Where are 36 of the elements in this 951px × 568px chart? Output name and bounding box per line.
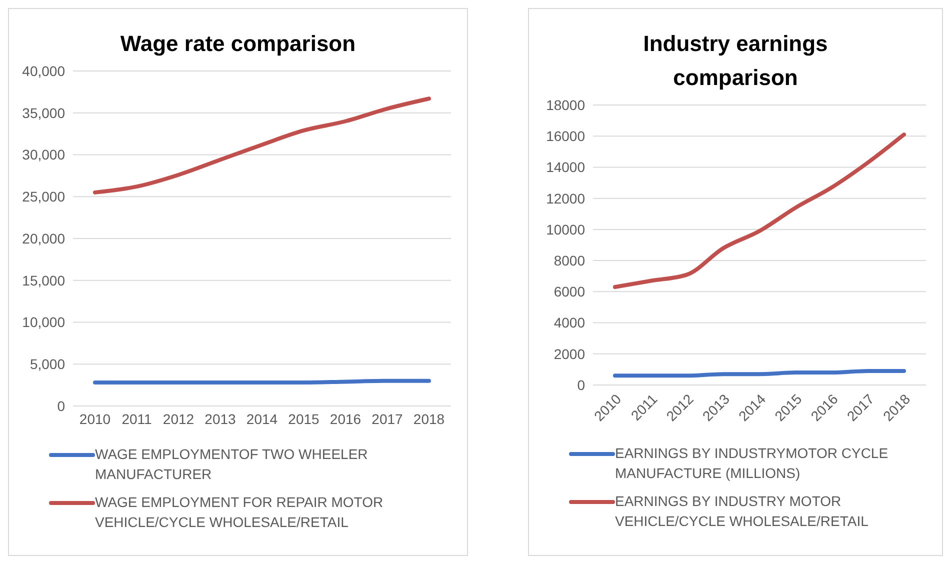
y-tick-label: 0 — [577, 376, 586, 393]
line-series — [93, 96, 431, 194]
y-tick-label: 15,000 — [22, 272, 66, 288]
y-tick-label: 2000 — [554, 346, 586, 362]
x-tick-label: 2018 — [413, 410, 445, 427]
legend-label: EARNINGS BY INDUSTRY MOTOR VEHICLE/CYCLE WHOLESALE/RETAIL — [615, 492, 870, 531]
legend-label: WAGE EMPLOYMENTOF TWO WHEELER MANUFACTURER — [95, 445, 369, 484]
y-tick-label: 6000 — [554, 284, 586, 300]
x-tick-label: 2010 — [79, 410, 111, 427]
y-tick-label: 40,000 — [22, 62, 66, 79]
y-tick-label: 35,000 — [22, 104, 66, 121]
y-tick-label: 30,000 — [22, 146, 66, 163]
y-tick-label: 0 — [57, 398, 66, 414]
x-tick-label: 2013 — [204, 410, 236, 427]
y-tick-label: 20,000 — [22, 230, 66, 246]
y-tick-label: 8000 — [554, 252, 586, 269]
x-tick-label: 2017 — [372, 410, 404, 427]
y-tick-label: 25,000 — [22, 188, 66, 205]
chart-title: Wage rate comparison — [119, 30, 357, 58]
y-tick-label: 5,000 — [30, 356, 66, 372]
y-tick-label: 18000 — [546, 96, 586, 113]
line-series — [613, 132, 906, 289]
y-tick-label: 12000 — [546, 190, 586, 206]
y-tick-label: 10,000 — [22, 314, 66, 330]
x-tick-label: 2011 — [122, 410, 152, 427]
x-tick-label: 2014 — [246, 410, 278, 427]
y-tick-label: 16000 — [546, 128, 586, 144]
legend-label: EARNINGS BY INDUSTRYMOTOR CYCLE MANUFACTURE (MILLIONS) — [615, 444, 890, 483]
x-tick-label: 2015 — [288, 410, 320, 427]
y-tick-label: 14000 — [546, 159, 586, 176]
legend-label: WAGE EMPLOYMENT FOR REPAIR MOTOR VEHICLE/CYCLE WHOLESALE/RETAIL — [95, 493, 384, 532]
y-tick-label: 4000 — [554, 314, 586, 331]
x-tick-label: 2016 — [330, 410, 362, 427]
x-tick-label: 2012 — [162, 410, 194, 427]
y-tick-label: 10000 — [546, 221, 586, 238]
chart-title: Industry earnings comparison — [642, 30, 829, 92]
